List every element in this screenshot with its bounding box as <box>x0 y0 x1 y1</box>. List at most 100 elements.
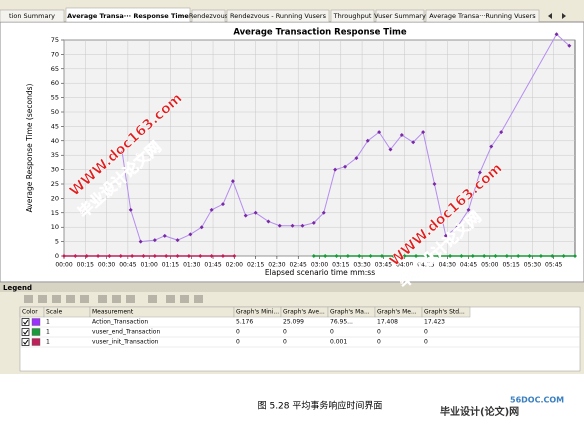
column-header-label: Color <box>22 309 38 316</box>
tool-icon[interactable] <box>38 295 47 303</box>
checkbox[interactable] <box>21 318 30 326</box>
data-point <box>334 254 339 258</box>
data-point <box>152 238 157 243</box>
data-point <box>209 254 214 258</box>
checkbox[interactable] <box>21 338 30 346</box>
y-tick-label: 10 <box>51 223 59 231</box>
tool-icon[interactable] <box>126 295 135 303</box>
data-point <box>300 223 305 228</box>
x-tick-label: 03:00 <box>311 262 328 269</box>
data-point <box>504 254 509 258</box>
tool-icon[interactable] <box>112 295 121 303</box>
legend-cell: 0 <box>236 339 240 346</box>
x-tick-label: 02:30 <box>268 262 285 269</box>
tool-icon[interactable] <box>194 295 203 303</box>
y-axis-label: Average Response Time (seconds) <box>25 84 34 213</box>
legend-cell: 0 <box>236 329 240 336</box>
legend-cell: 0 <box>377 329 381 336</box>
tool-icon[interactable] <box>148 295 157 303</box>
data-point <box>188 232 193 237</box>
x-tick-label: 02:45 <box>290 262 307 269</box>
data-point <box>198 254 203 258</box>
tab-scroll-right[interactable] <box>562 13 566 19</box>
tool-icon[interactable] <box>66 295 75 303</box>
x-axis-label: Elapsed scenario time mm:ss <box>265 268 375 277</box>
data-point <box>425 254 430 258</box>
data-point <box>311 220 316 225</box>
data-point <box>175 254 180 258</box>
y-tick-label: 65 <box>51 65 59 73</box>
legend-table <box>19 306 581 372</box>
data-point <box>354 156 359 161</box>
legend-cell: 0 <box>377 339 381 346</box>
y-tick-label: 20 <box>51 194 59 202</box>
data-point <box>209 207 214 212</box>
data-point <box>470 254 475 258</box>
data-point <box>164 254 169 258</box>
data-point <box>290 223 295 228</box>
y-tick-label: 15 <box>51 209 59 217</box>
legend-cell: 1 <box>46 319 50 326</box>
legend-cell: 76.95... <box>330 319 353 326</box>
legend-header <box>0 283 584 292</box>
column-header-label: Graph's Me... <box>377 309 417 316</box>
data-point <box>141 254 146 258</box>
tool-icon[interactable] <box>24 295 33 303</box>
data-point <box>411 140 416 145</box>
tab[interactable] <box>425 9 540 23</box>
checkbox[interactable] <box>21 328 30 336</box>
x-tick-label: 01:45 <box>204 262 221 269</box>
tool-icon[interactable] <box>166 295 175 303</box>
x-tick-label: 05:15 <box>502 262 519 269</box>
color-swatch <box>31 318 41 326</box>
column-header[interactable] <box>421 306 471 318</box>
tab-scroll-left[interactable] <box>548 13 552 19</box>
tab[interactable] <box>0 9 65 23</box>
tab-label: Rendezvous <box>189 12 229 20</box>
data-point <box>561 254 566 258</box>
data-point <box>379 254 384 258</box>
tab[interactable] <box>375 9 425 23</box>
data-point <box>493 254 498 258</box>
tab-label: Average Transa··· Response Time <box>67 12 189 20</box>
x-tick-label: 01:30 <box>183 262 200 269</box>
column-header-label: Graph's Ma... <box>330 309 370 316</box>
color-swatch <box>31 328 41 336</box>
tool-icon[interactable] <box>180 295 189 303</box>
x-tick-label: 01:00 <box>141 262 158 269</box>
x-tick-label: 05:30 <box>524 262 541 269</box>
tool-icon[interactable] <box>98 295 107 303</box>
data-point <box>230 179 235 184</box>
y-tick-label: 55 <box>51 94 59 102</box>
data-point <box>323 254 328 258</box>
x-tick-label: 00:00 <box>55 262 72 269</box>
x-tick-label: 01:15 <box>162 262 179 269</box>
tab[interactable] <box>226 9 330 23</box>
legend-cell: Action_Transaction <box>92 319 148 326</box>
data-point <box>489 144 494 149</box>
legend-cell: 1 <box>46 329 50 336</box>
data-point <box>402 254 407 258</box>
legend-cell: 0 <box>424 339 428 346</box>
data-point <box>443 233 448 238</box>
data-point <box>368 254 373 258</box>
tab-label: Throughput <box>333 12 372 20</box>
data-point <box>477 170 482 175</box>
data-point <box>107 254 112 258</box>
data-point <box>567 43 572 48</box>
data-point <box>455 225 460 230</box>
tab[interactable] <box>330 9 375 23</box>
tab-label: Vuser Summary <box>374 12 426 20</box>
data-point <box>186 254 191 258</box>
column-header-label: Scale <box>46 309 62 316</box>
tab[interactable] <box>65 7 191 23</box>
tab[interactable] <box>191 9 226 23</box>
x-tick-label: 02:15 <box>247 262 264 269</box>
x-tick-label: 04:30 <box>439 262 456 269</box>
tool-icon[interactable] <box>52 295 61 303</box>
data-point <box>333 167 338 172</box>
data-point <box>96 254 101 258</box>
tool-icon[interactable] <box>80 295 89 303</box>
data-point <box>232 254 237 258</box>
data-point <box>175 238 180 243</box>
